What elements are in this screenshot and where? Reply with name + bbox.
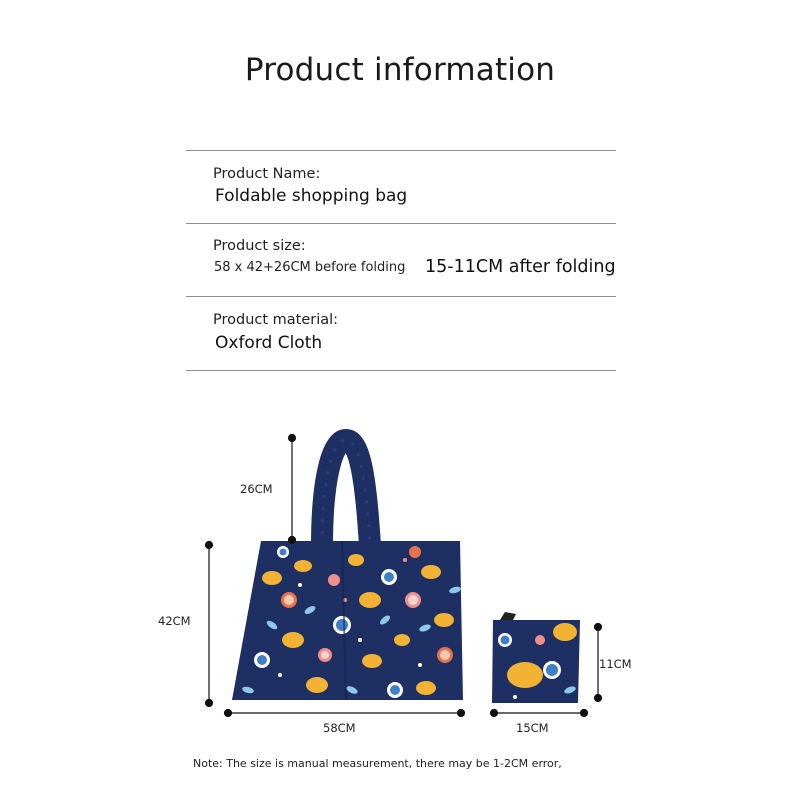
divider-line [186, 370, 616, 371]
product-name-value: Foldable shopping bag [215, 186, 408, 206]
product-name-label: Product Name: [213, 166, 321, 182]
page-title: Product information [244, 52, 556, 88]
shopping-bag-image [232, 428, 463, 700]
measurement-note: Note: The size is manual measurement, th… [193, 757, 562, 770]
folded-height-label: 11CM [599, 657, 632, 671]
handle-height-label: 26CM [240, 482, 273, 496]
folded-width-label: 15CM [516, 721, 549, 735]
folded-pouch-image [492, 612, 580, 703]
product-size-before-folding: 58 x 42+26CM before folding [214, 260, 406, 275]
bag-height-label: 42CM [158, 614, 191, 628]
product-size-label: Product size: [213, 238, 306, 254]
divider-line [186, 296, 616, 297]
product-size-after-folding: 15-11CM after folding [425, 257, 616, 277]
bag-print-pattern [242, 541, 461, 700]
product-material-value: Oxford Cloth [215, 333, 323, 353]
divider-line [186, 150, 616, 151]
divider-line [186, 223, 616, 224]
product-material-label: Product material: [213, 312, 339, 328]
bag-width-label: 58CM [323, 721, 356, 735]
